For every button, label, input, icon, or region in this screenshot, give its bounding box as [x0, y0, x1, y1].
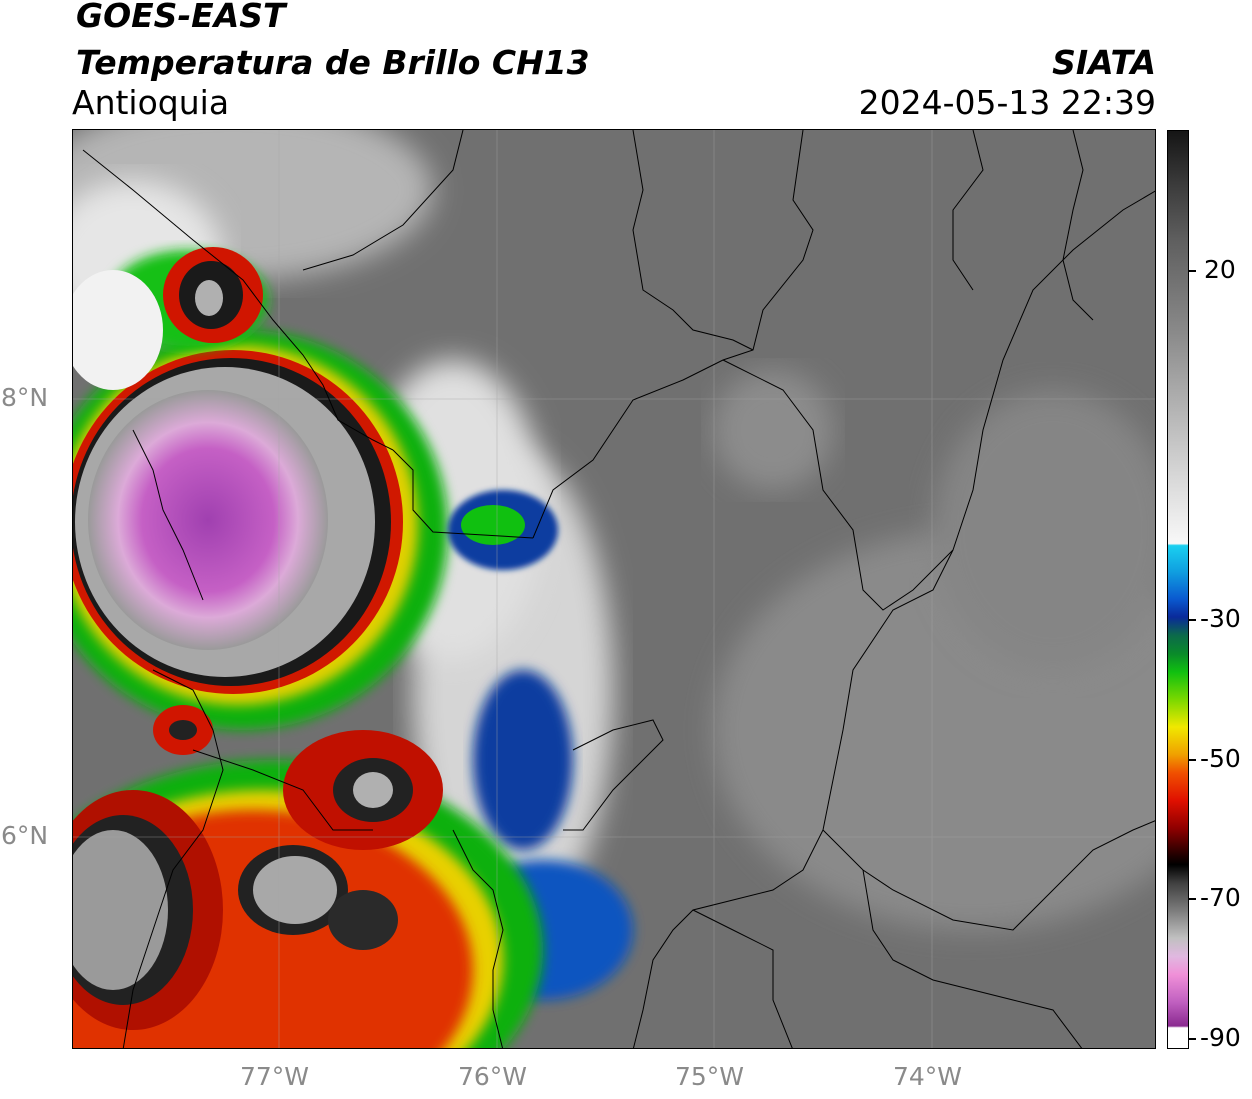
boundaries	[82, 130, 1155, 1048]
satellite-map	[72, 129, 1156, 1049]
colorbar-label-m70: -70	[1200, 883, 1241, 912]
colorbar-label-m30: -30	[1200, 604, 1241, 633]
lat-label-8n: 8°N	[1, 383, 49, 412]
colorbar-label-m50: -50	[1200, 744, 1241, 773]
satellite-title: GOES-EAST	[76, 0, 286, 35]
lon-label-74w: 74°W	[893, 1062, 963, 1091]
timestamp: 2024-05-13 22:39	[858, 83, 1156, 122]
lon-label-76w: 76°W	[458, 1062, 528, 1091]
lon-label-77w: 77°W	[240, 1062, 310, 1091]
colorbar-tick-20	[1189, 270, 1196, 272]
lon-label-75w: 75°W	[675, 1062, 745, 1091]
region-title: Antioquia	[72, 83, 230, 122]
map-canvas	[73, 130, 1155, 1048]
colorbar-label-m90: -90	[1200, 1023, 1241, 1052]
colorbar-tick-m90	[1189, 1038, 1196, 1040]
colorbar-tick-m30	[1189, 619, 1196, 621]
colorbar-tick-m70	[1189, 898, 1196, 900]
colorbar	[1167, 130, 1189, 1049]
storm-south	[73, 705, 543, 1048]
agency-title: SIATA	[1052, 43, 1156, 82]
colorbar-label-20: 20	[1204, 255, 1236, 284]
graticule	[73, 130, 1155, 1048]
storm-main	[73, 330, 448, 730]
lat-label-6n: 6°N	[1, 821, 49, 850]
product-title: Temperatura de Brillo CH13	[76, 43, 590, 82]
storm-north	[73, 247, 268, 390]
colorbar-tick-m50	[1189, 759, 1196, 761]
